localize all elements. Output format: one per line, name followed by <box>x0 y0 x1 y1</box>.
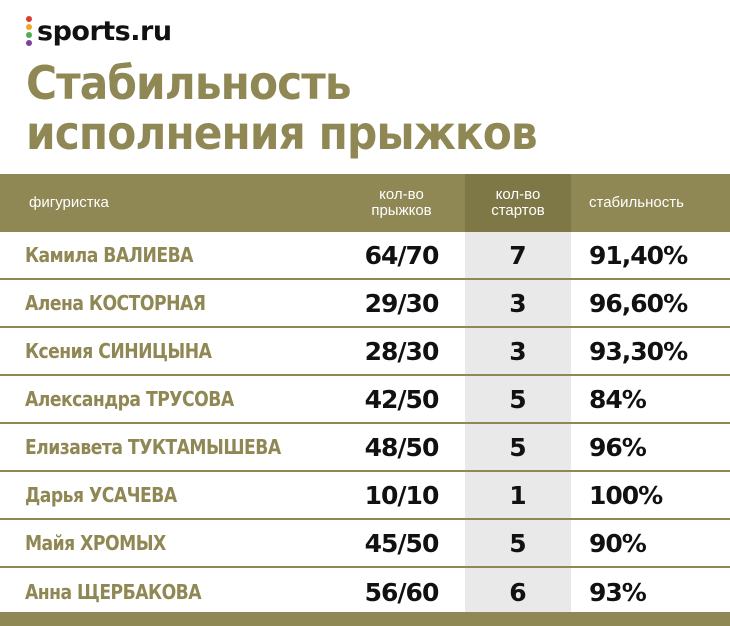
table-row: Камила ВАЛИЕВА 64/70 7 91,40% <box>0 232 730 280</box>
infographic-title: Стабильность исполнения прыжков <box>26 58 716 158</box>
table-row: Майя ХРОМЫХ 45/50 5 90% <box>0 520 730 568</box>
starts-count: 5 <box>465 520 571 566</box>
header-jumps-count: кол-во прыжков <box>338 174 465 232</box>
table-body: Камила ВАЛИЕВА 64/70 7 91,40% Алена КОСТОРНА… <box>0 232 730 616</box>
jumps-count: 56/60 <box>364 577 440 607</box>
table-row: Александра ТРУСОВА 42/50 5 84% <box>0 376 730 424</box>
table-header: фигуристка кол-во прыжков кол-во стартов… <box>0 174 730 232</box>
table-row: Алена КОСТОРНАЯ 29/30 3 96,60% <box>0 280 730 328</box>
stability-value: 93,30% <box>589 336 688 366</box>
stability-value: 90% <box>589 528 647 558</box>
logo-dot <box>26 16 32 22</box>
header-stability: стабильность <box>589 194 684 211</box>
table-row: Елизавета ТУКТАМЫШЕВА 48/50 5 96% <box>0 424 730 472</box>
starts-count: 3 <box>465 328 571 374</box>
table-row: Анна ЩЕРБАКОВА 56/60 6 93% <box>0 568 730 616</box>
starts-count: 6 <box>465 568 571 616</box>
header-jumps-line2: прыжков <box>371 202 432 219</box>
title-line-2: исполнения прыжков <box>26 106 538 160</box>
jumps-count: 64/70 <box>364 240 440 270</box>
logo-dot <box>26 24 32 30</box>
skater-name: Дарья УСАЧЕВА <box>24 483 177 507</box>
table-row: Дарья УСАЧЕВА 10/10 1 100% <box>0 472 730 520</box>
stability-value: 93% <box>589 577 647 607</box>
logo-dot <box>26 40 32 46</box>
stability-value: 91,40% <box>589 240 688 270</box>
header-starts-line2: стартов <box>491 202 545 219</box>
bottom-bar <box>0 612 730 626</box>
table-row: Ксения СИНИЦЫНА 28/30 3 93,30% <box>0 328 730 376</box>
skater-name: Майя ХРОМЫХ <box>24 531 166 555</box>
header-jumps-line1: кол-во <box>379 186 424 203</box>
jumps-count: 28/30 <box>364 336 440 366</box>
skater-name: Елизавета ТУКТАМЫШЕВА <box>24 435 281 459</box>
skater-name: Камила ВАЛИЕВА <box>24 243 194 267</box>
logo-dots-icon <box>26 16 32 46</box>
starts-count: 1 <box>465 472 571 518</box>
logo-text: sports.ru <box>37 15 172 47</box>
title-line-1: Стабильность <box>26 56 352 110</box>
jumps-count: 29/30 <box>364 288 440 318</box>
stability-value: 84% <box>589 384 647 414</box>
starts-count: 5 <box>465 424 571 470</box>
skater-name: Анна ЩЕРБАКОВА <box>24 580 202 604</box>
header-starts-line1: кол-во <box>495 186 541 203</box>
header-starts-count: кол-во стартов <box>465 174 571 232</box>
stability-table: фигуристка кол-во прыжков кол-во стартов… <box>0 174 730 616</box>
logo-dot <box>26 32 32 38</box>
stability-value: 96,60% <box>589 288 688 318</box>
jumps-count: 45/50 <box>364 528 440 558</box>
skater-name: Ксения СИНИЦЫНА <box>24 339 212 363</box>
starts-count: 5 <box>465 376 571 422</box>
jumps-count: 42/50 <box>364 384 440 414</box>
jumps-count: 10/10 <box>364 480 440 510</box>
starts-count: 3 <box>465 280 571 326</box>
skater-name: Алена КОСТОРНАЯ <box>24 291 206 315</box>
jumps-count: 48/50 <box>364 432 440 462</box>
skater-name: Александра ТРУСОВА <box>24 387 234 411</box>
stability-value: 100% <box>589 480 663 510</box>
starts-count: 7 <box>465 232 571 278</box>
stability-value: 96% <box>589 432 647 462</box>
header-skater: фигуристка <box>29 194 109 211</box>
sports-ru-logo: sports.ru <box>26 14 172 48</box>
